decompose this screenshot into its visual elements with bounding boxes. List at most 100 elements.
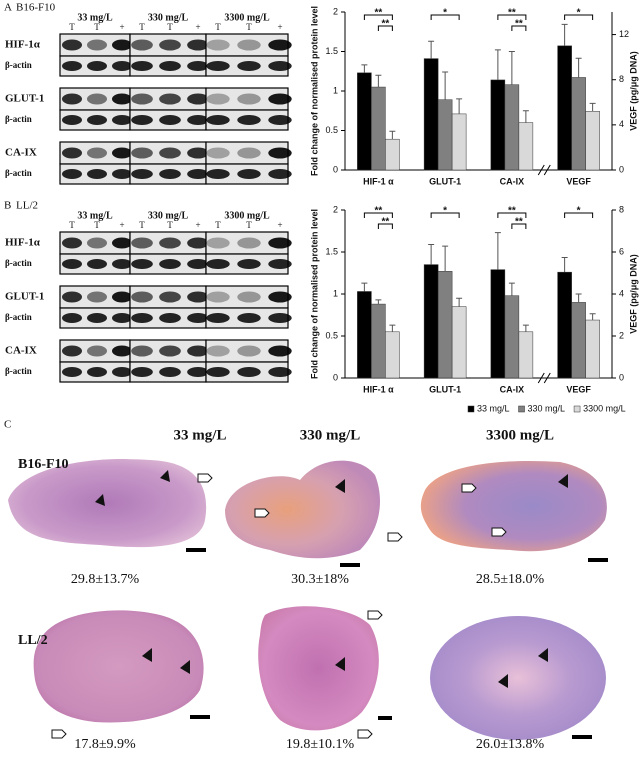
lane-label: + bbox=[195, 22, 200, 32]
blot-band bbox=[237, 237, 261, 249]
blot-band bbox=[112, 313, 132, 323]
blot-band bbox=[206, 115, 230, 125]
blot-band bbox=[131, 345, 153, 357]
blot-band bbox=[237, 259, 261, 269]
dose-label: 33 mg/L bbox=[77, 210, 113, 221]
blot-band bbox=[87, 39, 107, 51]
blot-band bbox=[268, 147, 292, 159]
blot-band bbox=[206, 147, 230, 159]
blot-band bbox=[87, 93, 107, 105]
dose-label: 330 mg/L bbox=[148, 210, 189, 221]
blot-band bbox=[159, 39, 181, 51]
significance-bracket bbox=[363, 14, 393, 20]
blot-band bbox=[237, 115, 261, 125]
lane-label: T bbox=[167, 220, 173, 230]
blot-band bbox=[237, 169, 261, 179]
error-bar bbox=[456, 297, 463, 307]
row-label: LL/2 bbox=[18, 633, 48, 648]
blot-band bbox=[206, 93, 230, 105]
blot-band bbox=[62, 115, 82, 125]
blot-band bbox=[62, 147, 82, 159]
lane-label: T bbox=[139, 22, 145, 32]
caption: 17.8±9.9% bbox=[74, 737, 136, 752]
blot-band bbox=[131, 93, 153, 105]
y2-tick-label: 12 bbox=[619, 29, 629, 39]
significance-label: ** bbox=[515, 217, 523, 228]
y-tick-label: 0 bbox=[333, 372, 338, 382]
blot-band bbox=[206, 345, 230, 357]
y2-axis-label: VEGF (pg/μg DNA) bbox=[628, 254, 638, 334]
row-label: GLUT-1 bbox=[5, 291, 44, 303]
x-tick-label: VEGF bbox=[566, 176, 591, 186]
blot-band bbox=[237, 345, 261, 357]
lane-label: + bbox=[277, 22, 282, 32]
lane-label: + bbox=[119, 220, 124, 230]
blot-band bbox=[62, 313, 82, 323]
y-tick-label: 0 bbox=[333, 164, 338, 174]
dose-label: 33 mg/L bbox=[77, 12, 113, 23]
blot-band bbox=[159, 367, 181, 377]
lane-label: + bbox=[195, 220, 200, 230]
blot-band bbox=[87, 61, 107, 71]
x-tick-label: GLUT-1 bbox=[429, 384, 461, 394]
x-tick-label: GLUT-1 bbox=[429, 176, 461, 186]
lane-label: T bbox=[139, 220, 145, 230]
blot-band bbox=[87, 237, 107, 249]
blot-band bbox=[206, 61, 230, 71]
lane-label: T bbox=[215, 22, 221, 32]
error-bar bbox=[575, 293, 582, 303]
blot-band bbox=[268, 61, 292, 71]
blot-band bbox=[187, 93, 209, 105]
blot-band bbox=[206, 169, 230, 179]
blot-band bbox=[187, 259, 209, 269]
row-label: β-actin bbox=[5, 60, 32, 70]
significance-label: * bbox=[577, 8, 581, 19]
y2-tick-label: 0 bbox=[619, 164, 624, 174]
error-bar bbox=[442, 245, 449, 272]
blot-band bbox=[87, 345, 107, 357]
significance-bracket bbox=[564, 212, 594, 218]
blot-band bbox=[112, 291, 132, 303]
error-bar bbox=[442, 71, 449, 100]
blot-band bbox=[62, 61, 82, 71]
blot-band bbox=[206, 367, 230, 377]
bar bbox=[451, 113, 467, 171]
lane-label: T bbox=[94, 22, 100, 32]
arrowheads bbox=[95, 470, 568, 688]
lane-label: T bbox=[246, 22, 252, 32]
blot-band bbox=[112, 367, 132, 377]
x-tick-label: HIF-1 α bbox=[363, 176, 394, 186]
y-tick-label: 1.5 bbox=[325, 46, 338, 56]
row-label: GLUT-1 bbox=[5, 93, 44, 105]
blot-band bbox=[187, 367, 209, 377]
y2-tick-label: 6 bbox=[619, 246, 624, 256]
error-bar bbox=[561, 23, 568, 46]
legend-swatch bbox=[467, 405, 475, 413]
blot-band bbox=[159, 291, 181, 303]
blot-band bbox=[62, 39, 82, 51]
blot-band bbox=[131, 169, 153, 179]
blot-band bbox=[131, 147, 153, 159]
error-bar bbox=[508, 282, 515, 296]
bar bbox=[385, 331, 400, 379]
blot-band bbox=[112, 237, 132, 249]
error-bar bbox=[456, 98, 463, 114]
blot-band bbox=[131, 115, 153, 125]
blot-band bbox=[87, 147, 107, 159]
row-label: β-actin bbox=[5, 366, 32, 376]
lane-label: T bbox=[69, 220, 75, 230]
significance-bracket bbox=[564, 14, 594, 20]
y2-tick-label: 0 bbox=[619, 372, 624, 382]
panel-label: A bbox=[4, 2, 12, 14]
bar bbox=[585, 319, 600, 379]
caption: 19.8±10.1% bbox=[286, 737, 355, 752]
significance-label: ** bbox=[508, 8, 516, 19]
row-label: β-actin bbox=[5, 258, 32, 268]
blot-band bbox=[187, 147, 209, 159]
bar bbox=[557, 45, 572, 171]
y-tick-label: 1 bbox=[333, 288, 338, 298]
blot-band bbox=[87, 291, 107, 303]
error-bar bbox=[561, 256, 568, 273]
y-tick-label: 2 bbox=[333, 204, 338, 214]
legend-label: 3300 mg/L bbox=[583, 403, 626, 413]
